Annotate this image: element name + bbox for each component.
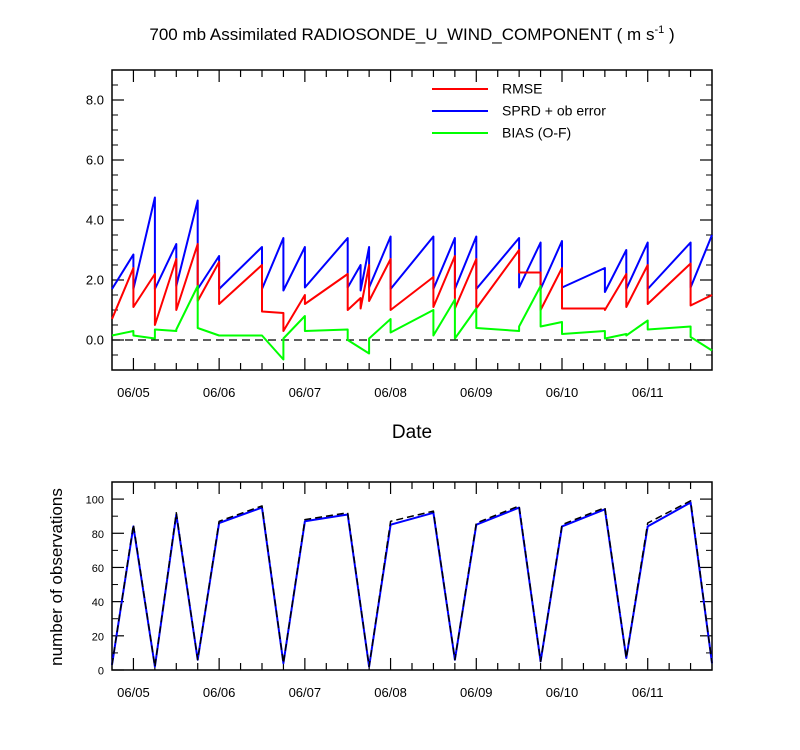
x-tick-label: 06/07 xyxy=(289,685,322,700)
chart-title-tail: ) xyxy=(664,25,674,44)
series-line-sprd-ob-error xyxy=(111,196,713,293)
x-tick-label: 06/09 xyxy=(460,685,493,700)
chart-title-main: 700 mb Assimilated RADIOSONDE_U_WIND_COM… xyxy=(149,25,654,44)
y-tick-label: 80 xyxy=(92,529,104,541)
x-tick-label: 06/05 xyxy=(117,685,150,700)
y-tick-label: 0 xyxy=(98,666,104,678)
x-tick-label: 06/06 xyxy=(203,685,236,700)
y-tick-label: 20 xyxy=(92,631,104,643)
y-tick-label: 0.0 xyxy=(86,333,104,348)
chart-title: 700 mb Assimilated RADIOSONDE_U_WIND_COM… xyxy=(149,24,674,44)
legend-label: BIAS (O-F) xyxy=(502,125,571,141)
series-line-observations-assimilated xyxy=(111,501,713,668)
chart-title-units-exponent: -1 xyxy=(654,24,664,36)
x-tick-label: 06/09 xyxy=(460,385,493,400)
x-tick-label: 06/05 xyxy=(117,385,150,400)
bottom-plot-area: 06/05 06/06 06/07 06/08 06/09 06/10 06/11 0 20 40… xyxy=(86,481,713,700)
plot-frame xyxy=(111,69,713,371)
plot-frame xyxy=(111,481,713,671)
top-plot-area: 06/05 06/06 06/07 06/08 06/09 06/10 06/11 0.0 2.… xyxy=(86,69,713,400)
y-tick-label: 60 xyxy=(92,563,104,575)
x-tick-label: 06/10 xyxy=(546,685,579,700)
x-tick-label: 06/08 xyxy=(374,385,407,400)
x-tick-label: 06/11 xyxy=(632,685,664,700)
series-line-observations-total xyxy=(111,500,713,668)
series-line-bias-o-f xyxy=(111,285,713,361)
x-tick-label: 06/07 xyxy=(289,385,322,400)
y-tick-label: 4.0 xyxy=(86,213,104,228)
y-tick-label: 2.0 xyxy=(86,273,104,288)
y-tick-label: 6.0 xyxy=(86,153,104,168)
series-line-rmse xyxy=(111,243,713,332)
x-tick-label: 06/10 xyxy=(546,385,579,400)
y-tick-label: 8.0 xyxy=(86,93,104,108)
x-tick-label: 06/06 xyxy=(203,385,236,400)
x-tick-label: 06/11 xyxy=(632,385,664,400)
y-tick-label: 40 xyxy=(92,597,104,609)
y-axis-label: number of observations xyxy=(47,488,66,666)
legend-label: SPRD + ob error xyxy=(502,103,606,119)
legend-label: RMSE xyxy=(502,81,542,97)
y-tick-label: 100 xyxy=(86,495,104,507)
x-axis-label: Date xyxy=(392,422,432,443)
x-tick-label: 06/08 xyxy=(374,685,407,700)
